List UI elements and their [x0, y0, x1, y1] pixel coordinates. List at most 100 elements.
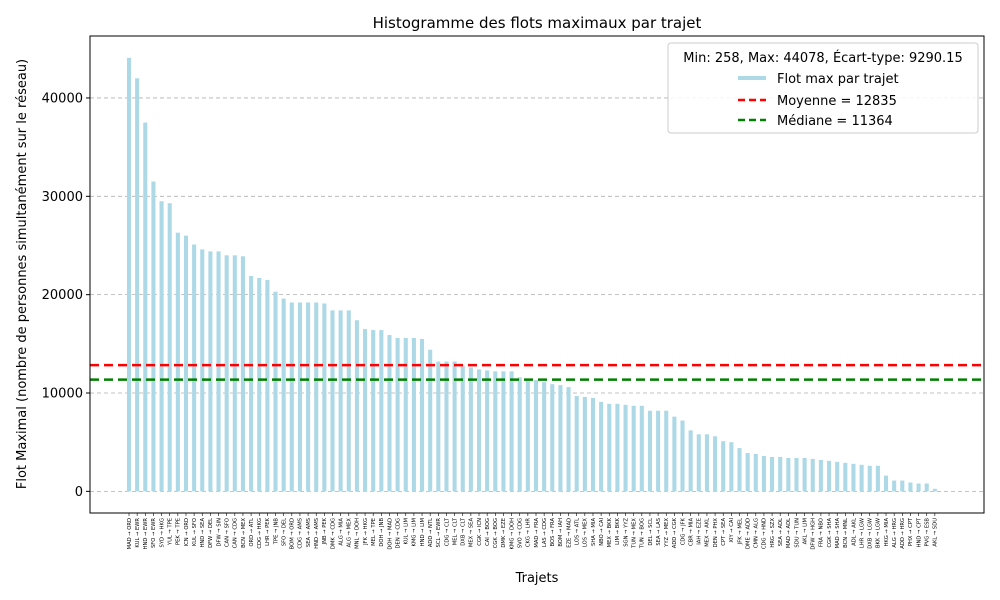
x-tick-label: DEN → CDG — [395, 518, 401, 548]
bar — [126, 57, 132, 492]
bar — [550, 384, 555, 492]
bar — [379, 330, 384, 492]
legend-mean-label: Moyenne = 12835 — [777, 94, 897, 109]
x-tick-label: SGN → YYZ — [623, 518, 629, 547]
x-tick-label: ALG → MIA — [338, 518, 344, 546]
bar — [420, 338, 425, 492]
x-tick-label: CBR → MIA — [688, 518, 694, 546]
x-tick-label: MEX → SEA — [469, 518, 475, 548]
bar — [737, 448, 742, 492]
x-tick-label: PVG → ESB — [925, 518, 931, 547]
x-tick-label: CGK → ICN — [477, 518, 483, 546]
bar — [192, 244, 197, 492]
y-tick-label: 10000 — [42, 387, 83, 402]
bar — [354, 320, 359, 492]
bar — [713, 436, 718, 492]
bar — [249, 275, 254, 492]
x-tick-label: ADD → NTL — [428, 518, 434, 547]
bar — [175, 232, 180, 492]
x-tick-label: SHA → MIA — [591, 518, 597, 546]
x-tick-label: CGK → BOG — [493, 518, 499, 548]
bar — [265, 279, 270, 492]
bar — [330, 310, 335, 492]
legend-stats-title: Min: 258, Max: 44078, Écart-type: 9290.1… — [683, 50, 962, 66]
bar — [289, 302, 294, 492]
y-axis: 0 10000 20000 30000 40000 — [42, 91, 90, 500]
x-tick-label: CKG → LHR — [526, 518, 532, 547]
bar — [688, 430, 693, 492]
y-axis-label: Flot Maximal (nombre de personnes simult… — [15, 59, 30, 489]
x-tick-label: DXB → CLT — [461, 517, 467, 546]
x-tick-label: BOS → FRA — [550, 518, 556, 547]
x-tick-label: HND → AMS — [314, 518, 320, 549]
x-tick-label: BCN → MEX — [241, 518, 247, 548]
x-tick-label: DMK → CDG — [330, 518, 336, 549]
x-axis-label: Trajets — [515, 571, 559, 586]
bar — [647, 410, 652, 492]
x-tick-label: SFO → DEL — [281, 518, 287, 546]
x-tick-label: LOS → MEX — [583, 518, 589, 547]
y-tick-label: 30000 — [42, 190, 83, 205]
x-tick-label: TUN → MEX — [631, 518, 637, 549]
x-tick-label: SEA → AMS — [306, 518, 312, 547]
x-tick-label: KUL → LIM — [404, 518, 410, 545]
bar — [151, 181, 156, 492]
x-tick-label: YUL → TPE — [168, 518, 174, 546]
bar — [273, 291, 278, 492]
x-tick-label: LHR → PEK — [265, 517, 271, 545]
bar — [363, 329, 368, 492]
bar — [810, 458, 815, 492]
x-tick-label: EZE → MAD — [566, 518, 572, 548]
x-tick-label: HND → CPT — [916, 517, 922, 547]
bar — [167, 203, 172, 492]
legend-bar-label: Flot max par trajet — [777, 72, 899, 87]
x-tick-label: XIY → CAI — [729, 518, 735, 543]
x-tick-label: DME → ADD — [745, 518, 751, 549]
bar — [224, 255, 229, 492]
bar — [281, 298, 286, 492]
x-tick-label: HRG → SZX — [770, 518, 776, 548]
bar — [761, 455, 766, 492]
bar — [143, 122, 148, 492]
bar — [875, 465, 880, 492]
bar — [183, 235, 189, 492]
x-tick-label: DOH → JNB — [379, 518, 385, 547]
bar — [468, 367, 473, 492]
bar — [542, 382, 547, 492]
bar — [240, 256, 245, 492]
x-tick-label: SCL → EWR — [436, 518, 442, 548]
x-tick-label: FRA → NBO — [819, 518, 825, 547]
bar — [558, 385, 563, 492]
x-tick-label: DEL → SCL — [648, 518, 654, 546]
legend-box — [667, 42, 979, 134]
x-tick-label: KMG → LIM — [412, 518, 418, 546]
x-tick-label: YYZ → MEX — [664, 518, 670, 548]
x-tick-label: KUL → SFO — [192, 518, 198, 546]
x-tick-label: ICN → ORD — [184, 518, 190, 546]
bar — [721, 441, 726, 492]
x-tick-label: BOM → IAH — [558, 518, 564, 547]
x-tick-label: SEA → LAS — [656, 518, 662, 546]
bar — [387, 334, 392, 492]
bar — [306, 302, 311, 492]
bar — [135, 78, 140, 492]
x-tick-label: ADD → HRG — [900, 518, 906, 549]
x-tick-label: DOH → MAD — [387, 518, 393, 550]
bar — [338, 310, 343, 492]
bar — [672, 416, 677, 492]
bar — [582, 396, 587, 492]
x-tick-label: DFW → SIN — [216, 518, 222, 547]
bar — [590, 397, 596, 492]
bar — [436, 361, 441, 492]
x-tick-label: SVO → CDG — [518, 518, 524, 548]
x-tick-label: ORD → ATL — [249, 518, 255, 547]
x-tick-label: MAD → ADL — [786, 518, 792, 548]
bar — [533, 380, 539, 492]
x-tick-label: SEA → ADL — [778, 518, 784, 546]
bar — [924, 483, 929, 492]
bar — [802, 457, 807, 492]
bar — [615, 403, 620, 492]
bar — [257, 277, 262, 492]
bar — [843, 462, 848, 492]
bar — [770, 456, 775, 492]
